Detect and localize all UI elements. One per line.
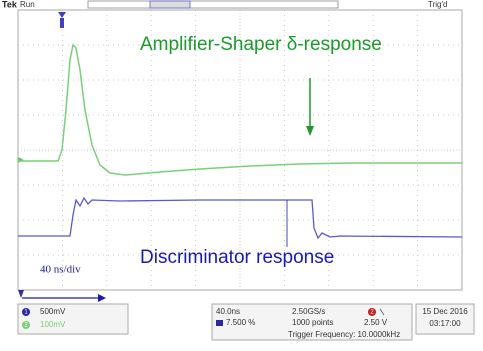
trigger-frequency: Trigger Frequency: 10.0000kHz bbox=[288, 330, 400, 339]
horizontal-position: 7.500 % bbox=[226, 318, 255, 327]
time: 03:17:00 bbox=[429, 319, 461, 328]
position-icon bbox=[216, 320, 223, 326]
discriminator-label: Discriminator response bbox=[140, 247, 334, 268]
trigger-marker-stem bbox=[60, 18, 64, 28]
ch2-scale: 100mV bbox=[40, 320, 66, 329]
record-length: 1000 points bbox=[292, 318, 333, 327]
oscilloscope-screen: Tek Run Trig'd Amplifier-Shaper δ-respon… bbox=[0, 0, 483, 351]
horizontal-scale: 40.0ns bbox=[216, 307, 240, 316]
amplifier-label: Amplifier-Shaper δ-response bbox=[140, 34, 382, 55]
sample-rate: 2.50GS/s bbox=[292, 307, 325, 316]
date: 15 Dec 2016 bbox=[422, 307, 468, 316]
trigger-level: 2.50 V bbox=[364, 318, 388, 327]
page: Tek Run Trig'd Amplifier-Shaper δ-respon… bbox=[0, 0, 483, 351]
run-status: Run bbox=[20, 0, 35, 9]
ch1-scale: 500mV bbox=[40, 307, 66, 316]
brand: Tek bbox=[2, 0, 18, 9]
timebase-label: 40 ns/div bbox=[40, 264, 81, 276]
trigger-status: Trig'd bbox=[428, 0, 447, 9]
record-window bbox=[150, 1, 190, 8]
channel-box bbox=[18, 304, 128, 334]
